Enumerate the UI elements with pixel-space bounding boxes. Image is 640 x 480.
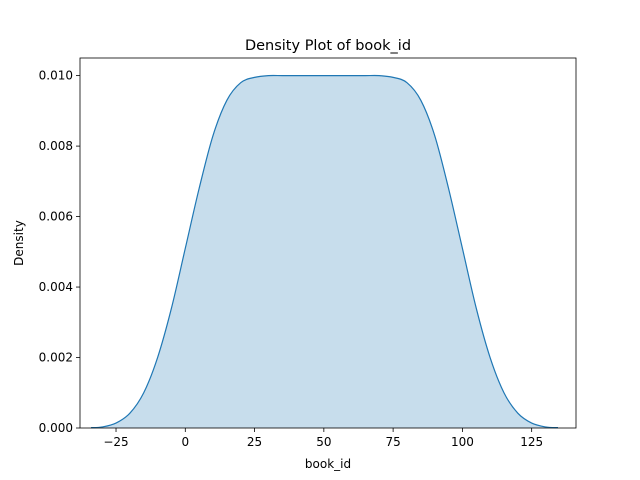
x-tick-label: −25 <box>103 435 128 449</box>
y-tick-label: 0.004 <box>39 280 73 294</box>
plot-area <box>91 74 559 429</box>
y-tick-label: 0.010 <box>39 69 73 83</box>
x-axis-label: book_id <box>305 457 351 471</box>
x-tick-label: 0 <box>181 435 189 449</box>
x-tick-label: 100 <box>451 435 474 449</box>
plot-frame <box>79 57 577 429</box>
y-tick-label: 0.000 <box>39 421 73 435</box>
y-axis-label: Density <box>12 220 26 266</box>
x-tick-label: 125 <box>520 435 543 449</box>
density-curve <box>91 74 559 429</box>
y-tick-label: 0.008 <box>39 139 73 153</box>
y-axis: 0.000 0.002 0.004 0.006 0.008 0.010 <box>39 69 80 435</box>
y-tick-label: 0.002 <box>39 351 73 365</box>
x-tick-label: 25 <box>247 435 262 449</box>
x-tick-label: 50 <box>316 435 331 449</box>
y-tick-label: 0.006 <box>39 210 73 224</box>
x-axis: −25 0 25 50 75 100 125 <box>103 428 543 449</box>
density-area-fill <box>91 75 558 428</box>
chart-title: Density Plot of book_id <box>245 38 411 54</box>
x-tick-label: 75 <box>385 435 400 449</box>
